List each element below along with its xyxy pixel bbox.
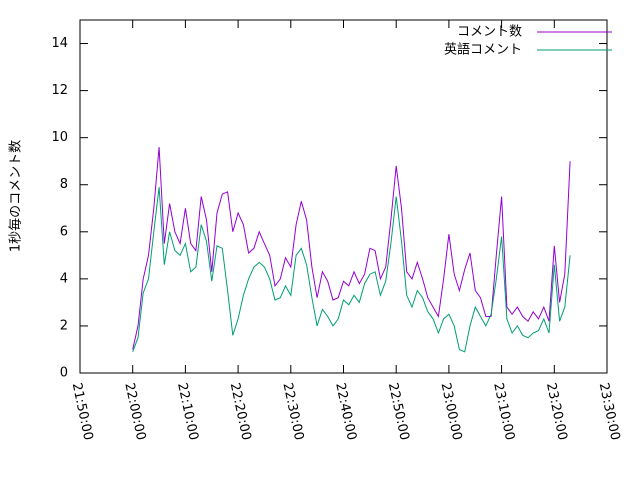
x-tick-label: 22:40:00 <box>332 381 359 441</box>
x-tick-label: 23:30:00 <box>596 381 623 441</box>
y-tick-label: 2 <box>60 318 68 333</box>
x-tick-label: 22:20:00 <box>227 381 254 441</box>
y-tick-label: 8 <box>60 177 68 192</box>
x-tick-label: 21:50:00 <box>69 381 96 441</box>
x-tick-label: 22:50:00 <box>385 381 412 441</box>
x-tick-label: 22:10:00 <box>174 381 201 441</box>
y-axis-label: 1秒毎のコメント数 <box>8 140 24 252</box>
x-tick-label: 23:10:00 <box>490 381 517 441</box>
legend-label: 英語コメント <box>444 42 522 58</box>
x-tick-label: 22:30:00 <box>279 381 306 441</box>
legend-label: コメント数 <box>457 25 522 40</box>
y-tick-label: 4 <box>60 271 68 286</box>
y-tick-label: 6 <box>60 224 68 239</box>
series-line <box>132 147 571 350</box>
y-tick-label: 12 <box>51 83 68 98</box>
x-tick-label: 23:20:00 <box>543 381 570 441</box>
y-tick-label: 0 <box>60 366 68 381</box>
x-tick-label: 22:00:00 <box>121 381 148 441</box>
series-line <box>132 187 571 353</box>
y-tick-label: 10 <box>51 130 68 145</box>
plot-border <box>79 19 608 374</box>
y-tick-label: 14 <box>51 36 68 51</box>
x-tick-label: 23:00:00 <box>438 381 465 441</box>
